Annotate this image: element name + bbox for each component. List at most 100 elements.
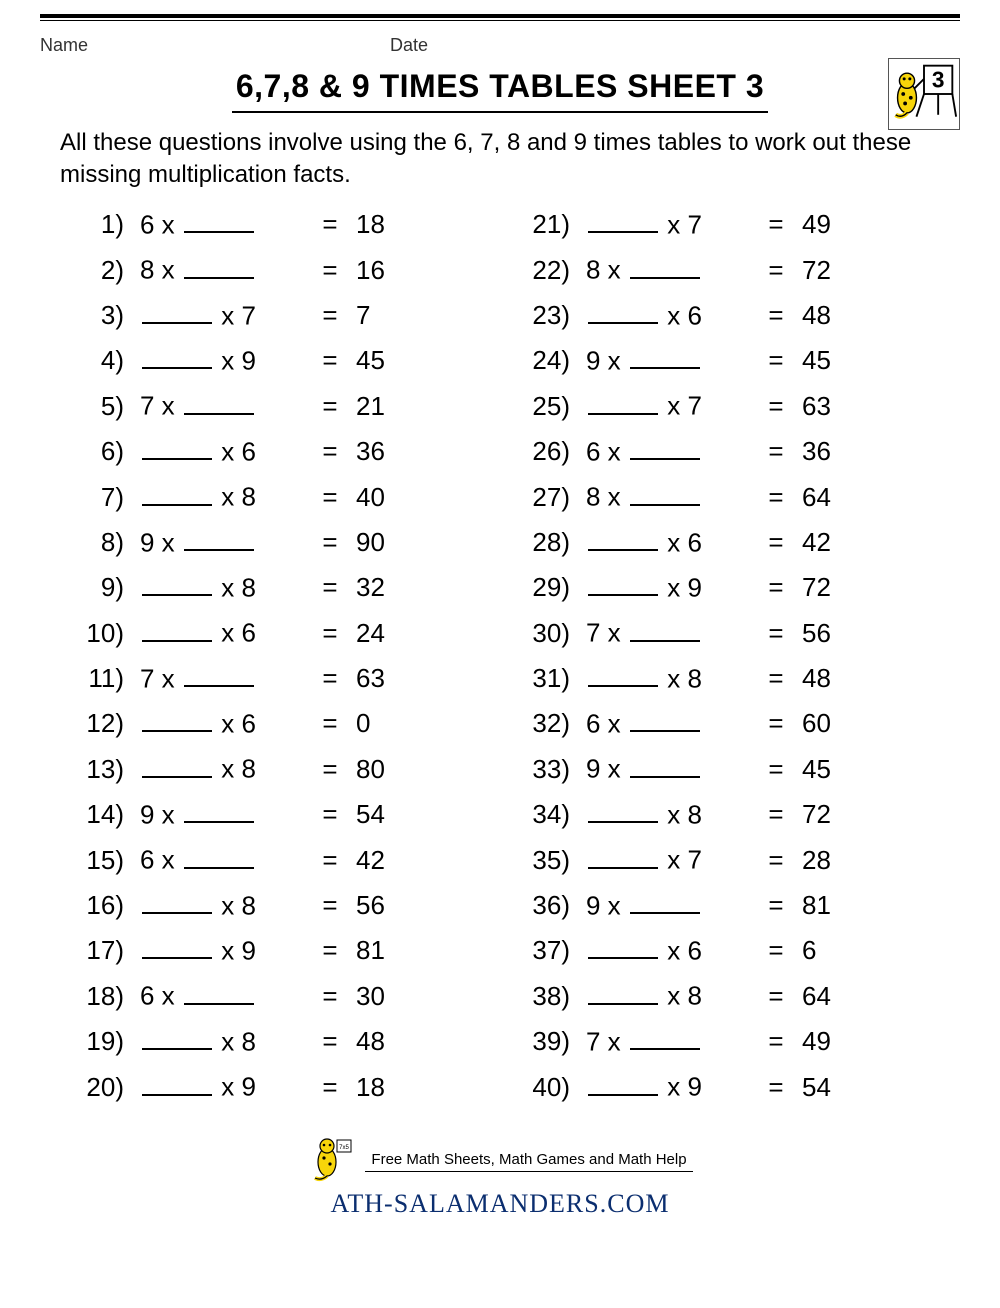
answer-blank[interactable] (184, 528, 254, 551)
question-result: 36 (350, 438, 410, 464)
question-row: 15)6 x =42 (68, 845, 504, 872)
question-result: 54 (350, 801, 410, 827)
question-result: 36 (796, 438, 856, 464)
answer-blank[interactable] (142, 891, 212, 914)
equals-sign: = (310, 484, 350, 510)
question-number: 11) (68, 665, 130, 691)
answer-blank[interactable] (588, 528, 658, 551)
answer-blank[interactable] (142, 301, 212, 324)
answer-blank[interactable] (630, 709, 700, 732)
footer-top: 7x5 Free Math Sheets, Math Games and Mat… (307, 1136, 692, 1187)
question-number: 14) (68, 801, 130, 827)
equals-sign: = (310, 211, 350, 237)
answer-blank[interactable] (588, 664, 658, 687)
answer-blank[interactable] (588, 1072, 658, 1095)
answer-blank[interactable] (142, 482, 212, 505)
answer-blank[interactable] (142, 1072, 212, 1095)
question-row: 40) x 9=54 (514, 1072, 950, 1099)
question-row: 33)9 x =45 (514, 754, 950, 781)
question-number: 13) (68, 756, 130, 782)
equals-sign: = (310, 1074, 350, 1100)
answer-blank[interactable] (184, 845, 254, 868)
equals-sign: = (310, 347, 350, 373)
question-number: 29) (514, 574, 576, 600)
answer-blank[interactable] (630, 754, 700, 777)
question-expression: x 9 (130, 346, 310, 373)
question-result: 18 (350, 1074, 410, 1100)
question-expression: x 6 (576, 301, 756, 328)
question-row: 18)6 x =30 (68, 981, 504, 1008)
equals-sign: = (756, 620, 796, 646)
question-row: 32)6 x =60 (514, 709, 950, 736)
question-result: 56 (796, 620, 856, 646)
answer-blank[interactable] (142, 936, 212, 959)
answer-blank[interactable] (588, 800, 658, 823)
question-number: 16) (68, 892, 130, 918)
answer-blank[interactable] (184, 981, 254, 1004)
answer-blank[interactable] (630, 618, 700, 641)
answer-blank[interactable] (630, 437, 700, 460)
answer-blank[interactable] (588, 573, 658, 596)
equals-sign: = (756, 847, 796, 873)
question-expression: x 8 (576, 664, 756, 691)
grade-number: 3 (932, 66, 945, 92)
question-result: 81 (796, 892, 856, 918)
answer-blank[interactable] (142, 437, 212, 460)
answer-blank[interactable] (142, 754, 212, 777)
question-expression: x 9 (576, 573, 756, 600)
answer-blank[interactable] (184, 664, 254, 687)
answer-blank[interactable] (588, 301, 658, 324)
grade-badge: 3 (888, 58, 960, 130)
question-row: 36)9 x =81 (514, 891, 950, 918)
answer-blank[interactable] (142, 573, 212, 596)
question-number: 19) (68, 1028, 130, 1054)
question-number: 26) (514, 438, 576, 464)
question-result: 45 (350, 347, 410, 373)
question-number: 4) (68, 347, 130, 373)
answer-blank[interactable] (184, 391, 254, 414)
question-expression: x 9 (130, 936, 310, 963)
answer-blank[interactable] (184, 210, 254, 233)
worksheet-title: 6,7,8 & 9 TIMES TABLES SHEET 3 (232, 64, 768, 113)
equals-sign: = (756, 438, 796, 464)
question-row: 23) x 6=48 (514, 301, 950, 328)
answer-blank[interactable] (630, 255, 700, 278)
answer-blank[interactable] (588, 210, 658, 233)
equals-sign: = (756, 1074, 796, 1100)
question-row: 17) x 9=81 (68, 936, 504, 963)
answer-blank[interactable] (630, 346, 700, 369)
question-expression: x 6 (576, 528, 756, 555)
answer-blank[interactable] (588, 981, 658, 1004)
answer-blank[interactable] (630, 1027, 700, 1050)
answer-blank[interactable] (184, 255, 254, 278)
equals-sign: = (310, 756, 350, 782)
answer-blank[interactable] (630, 891, 700, 914)
question-row: 8)9 x =90 (68, 528, 504, 555)
answer-blank[interactable] (142, 709, 212, 732)
question-row: 22)8 x =72 (514, 255, 950, 282)
equals-sign: = (756, 983, 796, 1009)
question-expression: 7 x (576, 1027, 756, 1054)
answer-blank[interactable] (142, 346, 212, 369)
question-expression: 9 x (130, 800, 310, 827)
question-number: 8) (68, 529, 130, 555)
answer-blank[interactable] (588, 391, 658, 414)
question-expression: x 8 (576, 981, 756, 1008)
answer-blank[interactable] (588, 845, 658, 868)
answer-blank[interactable] (142, 1027, 212, 1050)
answer-blank[interactable] (184, 800, 254, 823)
equals-sign: = (310, 529, 350, 555)
question-expression: 6 x (576, 437, 756, 464)
answer-blank[interactable] (588, 936, 658, 959)
question-result: 42 (796, 529, 856, 555)
answer-blank[interactable] (630, 482, 700, 505)
question-row: 38) x 8=64 (514, 981, 950, 1008)
question-row: 4) x 9=45 (68, 346, 504, 373)
question-number: 38) (514, 983, 576, 1009)
equals-sign: = (310, 620, 350, 646)
equals-sign: = (756, 347, 796, 373)
question-number: 15) (68, 847, 130, 873)
question-number: 31) (514, 665, 576, 691)
question-expression: x 8 (130, 573, 310, 600)
answer-blank[interactable] (142, 618, 212, 641)
